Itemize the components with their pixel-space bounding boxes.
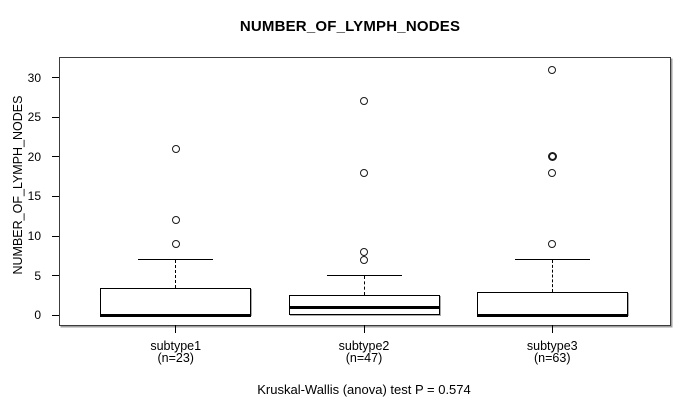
upper-whisker-cap — [326, 275, 402, 277]
y-axis-tick — [52, 77, 59, 79]
iqr-box — [100, 287, 252, 316]
group-name: subtype1 — [150, 339, 202, 353]
upper-whisker-line — [175, 259, 177, 288]
y-axis-tick-label: 10 — [27, 229, 41, 244]
outlier-point — [360, 247, 368, 256]
y-axis-tick-label: 25 — [27, 110, 41, 125]
y-axis-tick-label: 30 — [27, 70, 41, 85]
outlier-point — [548, 168, 557, 177]
y-axis-tick-label: 5 — [34, 268, 41, 283]
group-sample-size: (n=47) — [345, 351, 383, 365]
x-axis-tick — [551, 325, 553, 333]
upper-whisker-line — [363, 275, 365, 296]
outlier-point — [171, 144, 180, 153]
iqr-box — [288, 295, 440, 316]
y-axis-tick — [52, 235, 59, 237]
iqr-box — [476, 291, 628, 316]
y-axis-tick — [52, 275, 59, 277]
outlier-point — [360, 97, 368, 106]
x-axis-group-label: subtype2 (n=47) — [294, 339, 434, 365]
y-axis-tick-label: 0 — [34, 308, 41, 323]
y-axis-tick-label: 20 — [27, 149, 41, 164]
chart-title: NUMBER_OF_LYMPH_NODES — [239, 18, 461, 35]
x-axis-group-label: subtype1 (n=23) — [106, 339, 246, 365]
group-sample-size: (n=23) — [157, 351, 194, 365]
upper-whisker-line — [551, 259, 553, 292]
outlier-point — [360, 255, 368, 264]
group-sample-size: (n=63) — [534, 351, 571, 365]
median-line — [100, 313, 252, 317]
y-axis-tick — [52, 314, 59, 316]
upper-whisker-cap — [514, 259, 590, 261]
y-axis-tick — [52, 156, 59, 158]
outlier-point — [360, 168, 368, 177]
outlier-point — [548, 239, 557, 248]
x-axis-tick — [175, 325, 177, 333]
median-line — [288, 305, 440, 309]
statistical-test-caption: Kruskal-Wallis (anova) test P = 0.574 — [257, 382, 471, 397]
outlier-point — [171, 216, 180, 225]
group-name: subtype2 — [338, 339, 390, 353]
x-axis-tick — [363, 325, 365, 333]
outlier-point — [171, 239, 180, 248]
outlier-point — [547, 152, 557, 162]
group-name: subtype3 — [526, 339, 578, 353]
median-line — [476, 313, 628, 317]
y-axis-tick — [52, 195, 59, 197]
upper-whisker-cap — [138, 259, 214, 261]
x-axis-group-label: subtype3 (n=63) — [482, 339, 622, 365]
y-axis-tick-label: 15 — [27, 189, 41, 204]
y-axis-tick — [52, 116, 59, 118]
outlier-point — [548, 65, 557, 74]
